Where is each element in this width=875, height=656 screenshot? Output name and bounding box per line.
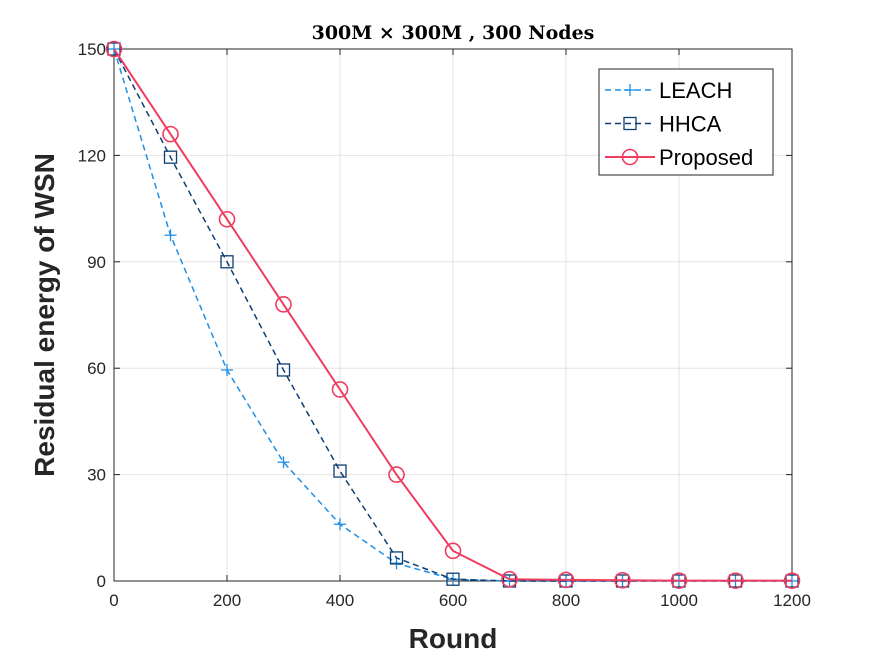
data-point-leach <box>334 518 346 531</box>
legend-label-hhca: HHCA <box>659 112 722 137</box>
data-point-leach <box>221 363 233 376</box>
data-point-leach <box>164 229 177 242</box>
x-tick-label: 0 <box>109 591 118 610</box>
legend-label-leach: LEACH <box>659 78 732 103</box>
x-tick-label: 600 <box>439 591 467 610</box>
data-point-hhca <box>220 255 234 269</box>
axis-ticks: 0 200 400 600 800 1000 1200 0 30 60 90 120 150 <box>78 40 811 610</box>
series-group <box>105 40 801 589</box>
data-point-hhca <box>276 363 291 377</box>
data-point-hhca <box>389 551 404 565</box>
y-tick-label: 90 <box>87 253 106 272</box>
data-point-proposed <box>557 571 575 589</box>
chart-title: 300M × 300M , 300 Nodes <box>312 22 595 44</box>
y-tick-label: 120 <box>78 146 106 165</box>
x-tick-label: 400 <box>326 591 354 610</box>
y-tick-label: 30 <box>87 466 106 485</box>
data-point-proposed <box>275 296 292 313</box>
y-tick-label: 60 <box>87 359 106 378</box>
series-line-proposed <box>113 48 792 582</box>
data-point-hhca <box>107 42 121 56</box>
x-tick-label: 800 <box>552 591 580 610</box>
data-point-hhca <box>163 150 178 164</box>
x-tick-label: 1200 <box>773 591 811 610</box>
series-line-hhca <box>113 48 792 582</box>
data-point-proposed <box>444 542 462 560</box>
y-tick-label: 0 <box>97 572 106 591</box>
x-tick-label: 1000 <box>660 591 698 610</box>
y-axis-title: Residual energy of WSN <box>29 153 60 477</box>
data-point-proposed <box>105 40 123 58</box>
data-point-proposed <box>218 210 236 228</box>
data-point-proposed <box>388 466 405 483</box>
legend-marker-proposed <box>621 148 639 166</box>
data-point-proposed <box>501 570 518 588</box>
legend-marker-hhca <box>623 116 637 131</box>
data-point-proposed <box>727 572 744 589</box>
data-point-proposed <box>331 381 349 398</box>
data-point-leach <box>390 557 403 570</box>
x-axis-title: Round <box>409 623 498 654</box>
legend-marker-leach <box>624 84 636 96</box>
legend: LEACH HHCA Proposed <box>598 68 774 176</box>
legend-label-proposed: Proposed <box>659 145 753 170</box>
data-point-hhca <box>446 572 460 586</box>
y-tick-label: 150 <box>78 40 106 59</box>
data-point-hhca <box>333 464 347 478</box>
data-point-proposed <box>614 571 631 589</box>
data-point-proposed <box>162 125 179 143</box>
data-point-proposed <box>783 572 801 589</box>
data-point-proposed <box>670 572 688 589</box>
data-point-leach <box>277 456 290 469</box>
x-tick-label: 200 <box>213 591 241 610</box>
